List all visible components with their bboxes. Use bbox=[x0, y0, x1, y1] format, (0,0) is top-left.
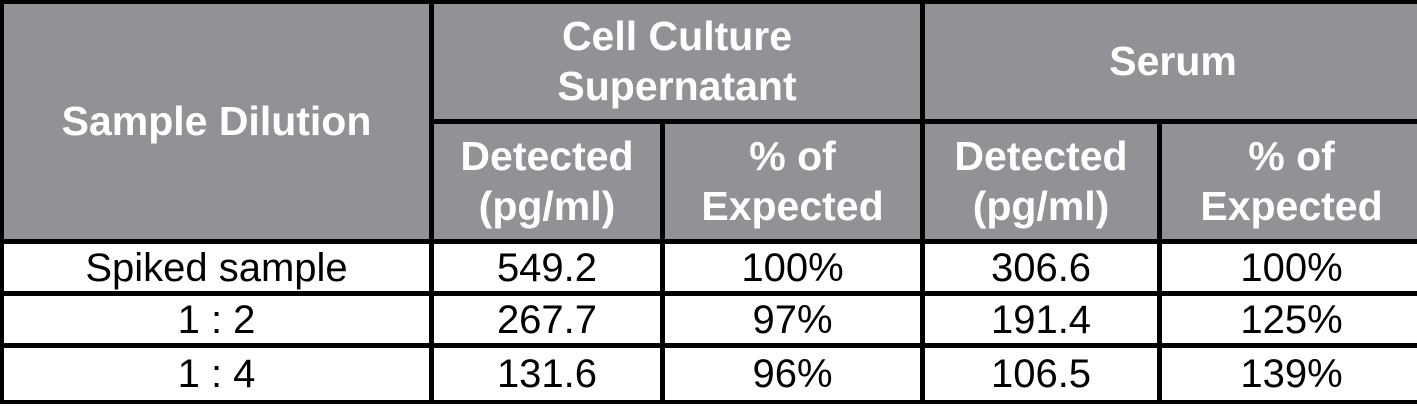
header-group-row: Sample Dilution Cell Culture Supernatant… bbox=[4, 4, 1417, 244]
cell-ccs-detected: 549.2 bbox=[434, 244, 665, 296]
header-group-cell-culture-supernatant: Cell Culture Supernatant bbox=[434, 4, 926, 124]
cell-ccs-detected: 131.6 bbox=[434, 348, 665, 400]
header-sub-row: Detected (pg/ml) % of Expected Detected … bbox=[4, 124, 1417, 244]
cell-serum-detected: 106.5 bbox=[925, 348, 1163, 400]
cell-serum-pct-expected: 125% bbox=[1162, 296, 1417, 348]
header-serum-pct-expected: % of Expected bbox=[1162, 124, 1417, 244]
table-body: Spiked sample 549.2 100% 306.6 100% 1 : … bbox=[4, 244, 1417, 400]
cell-serum-pct-expected: 100% bbox=[1162, 244, 1417, 296]
cell-dilution: 1 : 4 bbox=[4, 348, 434, 400]
table-row-1-2: 1 : 2 267.7 97% 191.4 125% bbox=[4, 296, 1417, 348]
header-group-serum: Serum bbox=[925, 4, 1417, 124]
cell-serum-detected: 306.6 bbox=[925, 244, 1163, 296]
table-row-spiked-sample: Spiked sample 549.2 100% 306.6 100% bbox=[4, 244, 1417, 296]
cell-dilution: Spiked sample bbox=[4, 244, 434, 296]
cell-serum-detected: 191.4 bbox=[925, 296, 1163, 348]
table-row-1-4: 1 : 4 131.6 96% 106.5 139% bbox=[4, 348, 1417, 400]
table-header: Sample Dilution Cell Culture Supernatant… bbox=[4, 4, 1417, 244]
cell-dilution: 1 : 2 bbox=[4, 296, 434, 348]
cell-ccs-pct-expected: 97% bbox=[665, 296, 926, 348]
header-ccs-detected: Detected (pg/ml) bbox=[434, 124, 665, 244]
cell-ccs-pct-expected: 96% bbox=[665, 348, 926, 400]
header-sample-dilution: Sample Dilution bbox=[4, 4, 434, 244]
header-ccs-pct-expected: % of Expected bbox=[665, 124, 926, 244]
cell-serum-pct-expected: 139% bbox=[1162, 348, 1417, 400]
cell-ccs-pct-expected: 100% bbox=[665, 244, 926, 296]
cell-ccs-detected: 267.7 bbox=[434, 296, 665, 348]
header-serum-detected: Detected (pg/ml) bbox=[925, 124, 1163, 244]
